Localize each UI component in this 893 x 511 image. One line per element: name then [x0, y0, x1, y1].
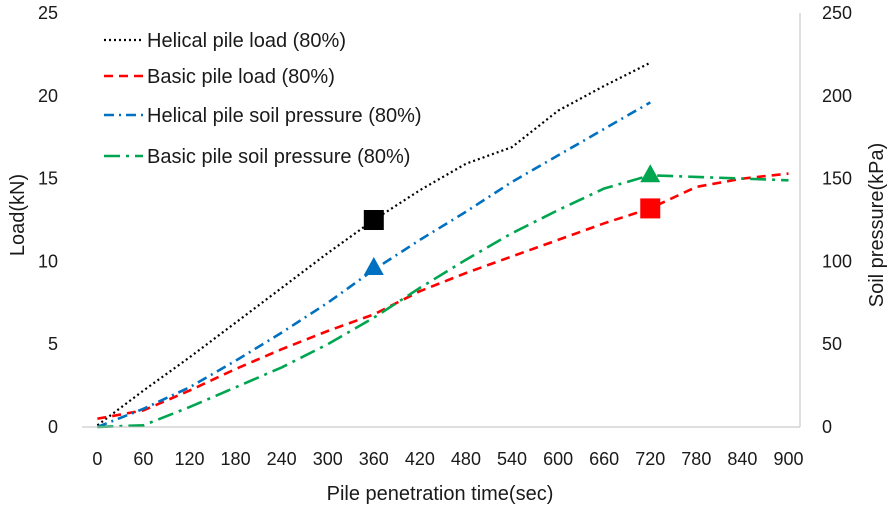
series-line-2	[97, 172, 789, 420]
axes	[82, 13, 801, 428]
y-tick-label: 20	[38, 86, 58, 106]
x-axis-title: Pile penetration time(sec)	[327, 483, 554, 505]
y2-tick-label: 0	[822, 417, 832, 437]
y2-tick-label: 150	[822, 169, 852, 189]
series-marker-square-1	[363, 210, 384, 230]
x-tick-label: 540	[497, 449, 527, 469]
x-tick-label: 480	[451, 449, 481, 469]
series-line-1	[96, 61, 651, 427]
x-tick-label: 300	[313, 449, 343, 469]
x-tick-label: 360	[359, 449, 389, 469]
plot-markers	[363, 164, 661, 276]
y2-axis-title: Soil pressure(kPa)	[866, 143, 888, 308]
plot-lines	[96, 61, 789, 429]
y2-tick-label: 100	[822, 251, 852, 271]
x-tick-label: 420	[405, 449, 435, 469]
x-tick-label: 840	[727, 449, 757, 469]
y-tick-label: 25	[38, 3, 58, 23]
legend-label-3: Helical pile soil pressure (80%)	[147, 105, 422, 127]
series-marker-triangle-4	[640, 164, 661, 183]
series-marker-triangle-3	[363, 257, 384, 276]
x-tick-label: 600	[543, 449, 573, 469]
series-line-4	[97, 173, 789, 429]
x-tick-label: 240	[267, 449, 297, 469]
legend-label-2: Basic pile load (80%)	[147, 66, 335, 88]
y-tick-label: 5	[48, 334, 58, 354]
x-tick-label: 0	[92, 449, 102, 469]
tick-labels: 0 60 120 180 240 300 360 420 480 540 600 660 720 780 8…	[38, 3, 852, 469]
legend-label-1: Helical pile load (80%)	[147, 30, 346, 52]
series-line-3	[96, 101, 651, 429]
x-tick-label: 780	[681, 449, 711, 469]
legend-label-4: Basic pile soil pressure (80%)	[147, 146, 410, 168]
series-marker-square-2	[640, 198, 661, 219]
y2-tick-label: 50	[822, 334, 842, 354]
legend: Helical pile load (80%) Basic pile load (…	[104, 30, 422, 168]
y-tick-label: 0	[48, 417, 58, 437]
x-tick-label: 180	[221, 449, 251, 469]
y-tick-label: 10	[38, 251, 58, 271]
x-tick-label: 720	[635, 449, 665, 469]
y-tick-label: 15	[38, 169, 58, 189]
x-tick-label: 900	[773, 449, 803, 469]
y-axis-title: Load(kN)	[7, 174, 29, 256]
y2-tick-label: 200	[822, 86, 852, 106]
y2-tick-label: 250	[822, 3, 852, 23]
x-tick-label: 60	[133, 449, 153, 469]
x-tick-label: 120	[174, 449, 204, 469]
x-tick-label: 660	[589, 449, 619, 469]
